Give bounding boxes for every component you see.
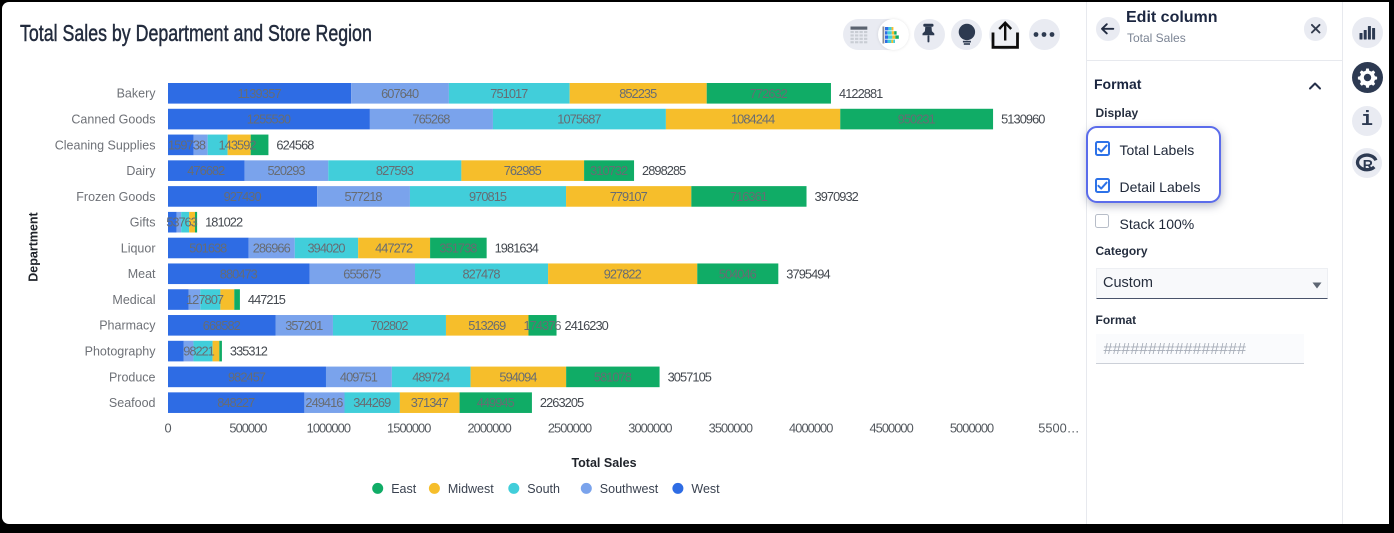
svg-text:848227: 848227 [217, 395, 255, 410]
svg-text:1084244: 1084244 [731, 112, 775, 127]
svg-text:371347: 371347 [411, 395, 449, 410]
svg-text:2898285: 2898285 [642, 163, 686, 178]
svg-text:476682: 476682 [187, 163, 225, 178]
svg-text:927822: 927822 [604, 266, 642, 281]
svg-text:504046: 504046 [719, 266, 757, 281]
svg-text:751017: 751017 [490, 86, 528, 101]
svg-text:5500…: 5500… [1038, 421, 1079, 436]
svg-text:3795494: 3795494 [786, 266, 830, 281]
svg-text:4122881: 4122881 [839, 86, 883, 101]
svg-text:500000: 500000 [229, 421, 267, 436]
svg-text:772632: 772632 [750, 86, 788, 101]
svg-text:West: West [691, 482, 720, 496]
svg-text:668582: 668582 [203, 318, 241, 333]
svg-text:174376: 174376 [524, 318, 562, 333]
svg-text:5130960: 5130960 [1001, 112, 1045, 127]
svg-text:Department: Department [27, 211, 41, 281]
svg-text:Pharmacy: Pharmacy [99, 319, 156, 333]
svg-text:716361: 716361 [730, 189, 768, 204]
svg-text:2500000: 2500000 [548, 421, 592, 436]
svg-text:0: 0 [164, 421, 171, 436]
svg-text:3057105: 3057105 [668, 369, 712, 384]
svg-text:344269: 344269 [353, 395, 391, 410]
svg-text:827593: 827593 [376, 163, 414, 178]
svg-text:Liquor: Liquor [121, 241, 156, 255]
svg-text:624568: 624568 [276, 137, 314, 152]
svg-text:159738: 159738 [168, 137, 206, 152]
svg-text:1981634: 1981634 [495, 241, 539, 256]
svg-text:Cleaning Supplies: Cleaning Supplies [55, 138, 156, 152]
svg-text:447215: 447215 [248, 292, 286, 307]
svg-text:351738: 351738 [439, 241, 477, 256]
svg-text:Seafood: Seafood [109, 396, 156, 410]
svg-text:Gifts: Gifts [130, 216, 156, 230]
svg-text:513269: 513269 [468, 318, 506, 333]
svg-text:Dairy: Dairy [126, 164, 156, 178]
svg-text:4000000: 4000000 [789, 421, 833, 436]
svg-text:South: South [527, 482, 560, 496]
svg-text:880473: 880473 [220, 266, 258, 281]
svg-text:409751: 409751 [340, 369, 378, 384]
svg-text:3000000: 3000000 [628, 421, 672, 436]
svg-text:1139357: 1139357 [237, 86, 281, 101]
svg-text:520293: 520293 [268, 163, 306, 178]
svg-text:181022: 181022 [205, 215, 243, 230]
svg-text:970815: 970815 [469, 189, 507, 204]
svg-text:Photography: Photography [85, 345, 157, 359]
svg-text:581078: 581078 [594, 369, 632, 384]
svg-text:Bakery: Bakery [117, 87, 157, 101]
svg-text:127807: 127807 [186, 292, 224, 307]
svg-text:335312: 335312 [230, 344, 268, 359]
svg-text:143592: 143592 [219, 137, 257, 152]
svg-text:286966: 286966 [253, 241, 291, 256]
svg-text:927430: 927430 [224, 189, 262, 204]
svg-text:779107: 779107 [610, 189, 648, 204]
svg-text:Medical: Medical [112, 293, 155, 307]
svg-text:577218: 577218 [345, 189, 383, 204]
svg-text:310732: 310732 [590, 163, 628, 178]
svg-text:2416230: 2416230 [565, 318, 609, 333]
svg-text:449945: 449945 [477, 395, 515, 410]
svg-text:East: East [391, 482, 417, 496]
svg-text:765268: 765268 [412, 112, 450, 127]
svg-text:2000000: 2000000 [467, 421, 511, 436]
svg-text:394020: 394020 [308, 241, 346, 256]
svg-text:R: R [1363, 157, 1373, 173]
svg-text:3970932: 3970932 [815, 189, 859, 204]
svg-text:249416: 249416 [305, 395, 343, 410]
svg-text:655675: 655675 [343, 266, 381, 281]
svg-text:2263205: 2263205 [540, 395, 584, 410]
svg-text:501638: 501638 [189, 241, 227, 256]
svg-text:1075687: 1075687 [557, 112, 601, 127]
svg-text:607640: 607640 [381, 86, 419, 101]
svg-text:1255530: 1255530 [247, 112, 291, 127]
svg-text:4500000: 4500000 [869, 421, 913, 436]
svg-text:Produce: Produce [109, 370, 156, 384]
svg-text:594094: 594094 [499, 369, 537, 384]
svg-text:827478: 827478 [463, 266, 501, 281]
svg-text:Canned Goods: Canned Goods [71, 113, 155, 127]
svg-text:Total Sales: Total Sales [571, 456, 636, 470]
svg-text:982457: 982457 [228, 369, 266, 384]
svg-text:1000000: 1000000 [307, 421, 351, 436]
svg-text:357201: 357201 [285, 318, 323, 333]
svg-text:53763: 53763 [166, 215, 198, 230]
svg-text:98221: 98221 [183, 344, 215, 359]
svg-text:852235: 852235 [619, 86, 657, 101]
svg-text:489724: 489724 [412, 369, 450, 384]
svg-text:762985: 762985 [504, 163, 542, 178]
svg-text:Midwest: Midwest [448, 482, 494, 496]
svg-text:Meat: Meat [128, 267, 156, 281]
svg-text:Southwest: Southwest [600, 482, 659, 496]
svg-text:Frozen Goods: Frozen Goods [76, 190, 155, 204]
svg-text:950231: 950231 [898, 112, 936, 127]
svg-text:3500000: 3500000 [709, 421, 753, 436]
svg-text:5000000: 5000000 [950, 421, 994, 436]
svg-text:1500000: 1500000 [387, 421, 431, 436]
svg-text:702802: 702802 [371, 318, 409, 333]
svg-text:447272: 447272 [375, 241, 413, 256]
